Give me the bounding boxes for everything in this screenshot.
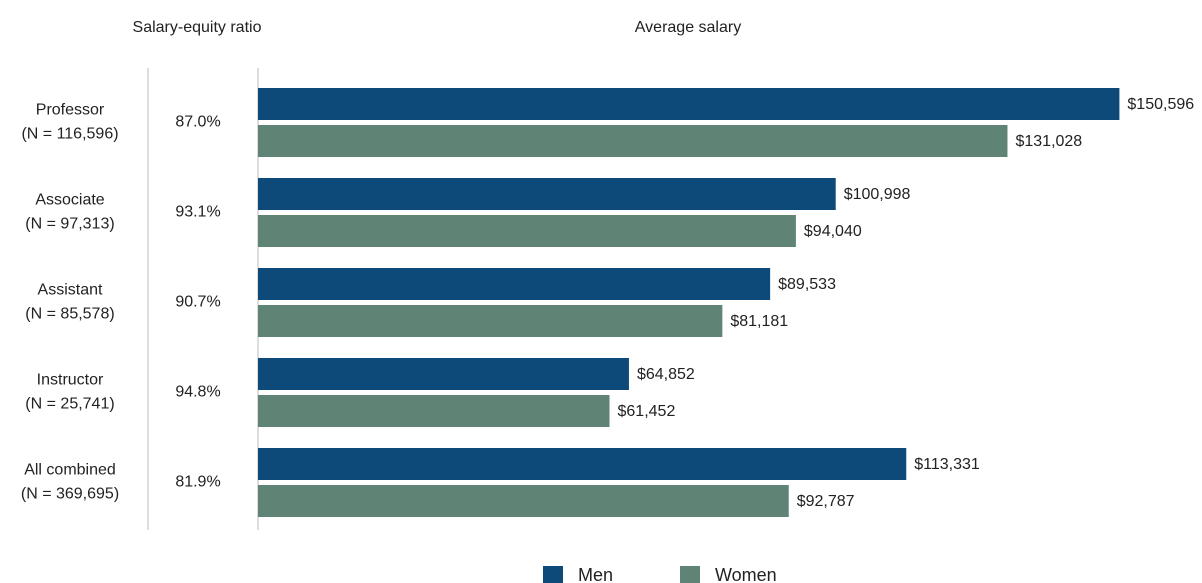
legend-label: Women bbox=[715, 565, 777, 583]
ratio-label: 90.7% bbox=[175, 294, 220, 311]
value-label: $64,852 bbox=[637, 366, 695, 383]
value-label: $81,181 bbox=[730, 313, 788, 330]
ratio-label: 93.1% bbox=[175, 204, 220, 221]
bar bbox=[258, 395, 610, 427]
value-label: $89,533 bbox=[778, 276, 836, 293]
value-label: $92,787 bbox=[797, 493, 855, 510]
legend-label: Men bbox=[578, 565, 613, 583]
value-label: $131,028 bbox=[1015, 133, 1082, 150]
sample-size: (N = 116,596) bbox=[21, 126, 118, 143]
value-label: $150,596 bbox=[1127, 96, 1194, 113]
bar bbox=[258, 215, 796, 247]
category-label: Instructor bbox=[37, 372, 104, 389]
ratio-label: 94.8% bbox=[175, 384, 220, 401]
category-label: All combined bbox=[24, 462, 116, 479]
value-label: $113,331 bbox=[914, 456, 980, 473]
legend-swatch bbox=[680, 566, 700, 583]
ratio-title: Salary-equity ratio bbox=[133, 19, 262, 36]
legend-swatch bbox=[543, 566, 563, 583]
ratio-label: 87.0% bbox=[175, 114, 220, 131]
value-label: $94,040 bbox=[804, 223, 862, 240]
bar bbox=[258, 485, 789, 517]
bar bbox=[258, 448, 907, 480]
bar bbox=[258, 178, 836, 210]
sample-size: (N = 25,741) bbox=[25, 396, 114, 413]
chart-title: Average salary bbox=[635, 19, 741, 36]
bar bbox=[258, 88, 1120, 120]
category-label: Professor bbox=[36, 102, 105, 119]
bar bbox=[258, 268, 771, 300]
category-label: Assistant bbox=[38, 282, 103, 299]
bar bbox=[258, 305, 723, 337]
bar bbox=[258, 358, 629, 390]
bar bbox=[258, 125, 1008, 157]
value-label: $100,998 bbox=[844, 186, 911, 203]
category-label: Associate bbox=[35, 192, 104, 209]
sample-size: (N = 369,695) bbox=[21, 486, 119, 503]
sample-size: (N = 97,313) bbox=[25, 216, 114, 233]
sample-size: (N = 85,578) bbox=[25, 306, 114, 323]
value-label: $61,452 bbox=[618, 403, 676, 420]
ratio-label: 81.9% bbox=[175, 474, 220, 491]
